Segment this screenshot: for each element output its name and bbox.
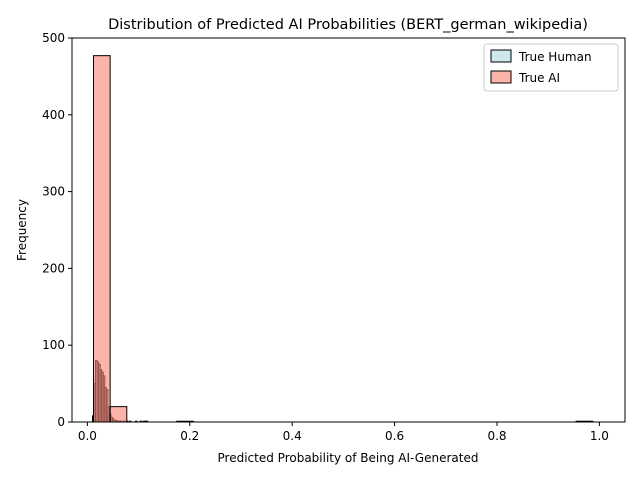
x-tick-label: 0.4 [283,429,302,443]
x-tick-label: 0.2 [180,429,199,443]
y-axis-label: Frequency [15,199,29,261]
y-tick-label: 100 [42,338,65,352]
legend-box [483,43,619,92]
x-tick-label: 0.6 [385,429,404,443]
legend-swatch-true-ai [490,70,512,84]
legend: True Human True AI [483,43,619,92]
x-tick-label: 1.0 [590,429,609,443]
y-axis-ticks: 0 100 200 300 400 500 [42,31,72,429]
y-tick-label: 500 [42,31,65,45]
chart-title: Distribution of Predicted AI Probabiliti… [108,17,588,33]
y-tick-label: 300 [42,185,65,199]
y-tick-label: 200 [42,261,65,275]
legend-label-true-ai: True AI [518,71,560,85]
legend-label-true-human: True Human [518,50,592,64]
bar-true-ai-1 [109,406,128,423]
legend-swatch-true-human [490,49,512,63]
bar-true-ai-0 [93,55,111,423]
x-axis-ticks: 0.0 0.2 0.4 0.6 0.8 1.0 [78,422,609,443]
y-tick-label: 400 [42,108,65,122]
x-tick-label: 0.8 [487,429,506,443]
plot-frame [71,37,626,423]
x-tick-label: 0.0 [78,429,97,443]
x-axis-label: Predicted Probability of Being AI-Genera… [218,451,479,465]
y-tick-label: 0 [57,415,65,429]
